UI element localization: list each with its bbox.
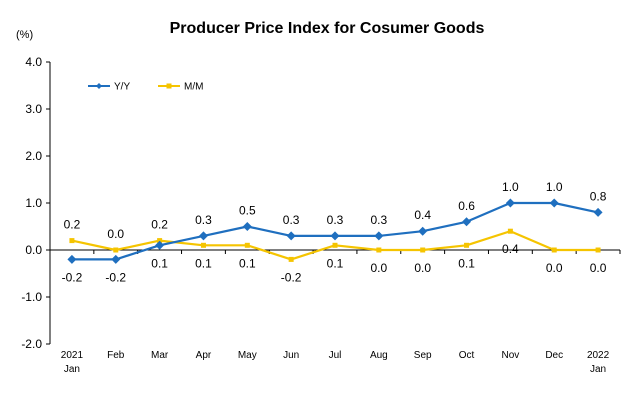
data-point-yy [330,231,340,241]
x-tick-label: Jul [329,350,342,361]
data-label-mm: 0.1 [239,256,256,270]
data-label-yy: -0.2 [105,270,126,284]
data-point-yy [286,231,296,241]
data-label-mm: 0.4 [502,242,519,256]
data-point-mm [376,247,382,253]
data-point-yy [198,231,208,241]
data-point-mm [69,238,75,244]
data-label-yy: 0.5 [239,204,256,218]
data-label-yy: -0.2 [62,270,83,284]
data-label-mm: 0.0 [546,261,563,275]
data-label-yy: 1.0 [546,180,563,194]
data-point-mm [332,242,338,248]
data-point-mm [200,242,206,248]
data-point-mm [507,228,513,234]
data-label-yy: 0.3 [283,213,300,227]
data-label-yy: 0.3 [327,213,344,227]
y-axis-unit-label: (%) [16,29,33,41]
data-point-mm [157,238,163,244]
axes: 4.0 3.0 2.0 1.0 0.0 -1.0 -2.0 2021 Jan Feb Mar Apr M… [21,55,621,375]
data-point-yy [505,198,515,208]
y-tick-label: 2.0 [25,149,42,163]
data-point-mm [595,247,601,253]
data-point-mm [551,247,557,253]
legend-marker [96,83,102,89]
data-point-yy [67,254,77,264]
x-tick-label: Mar [151,350,169,361]
x-tick-sublabel: Jan [590,364,606,375]
data-label-yy: 0.6 [458,199,475,213]
y-tick-label: 1.0 [25,196,42,210]
legend-label: Y/Y [114,82,130,93]
data-point-mm [288,256,294,262]
x-tick-label: Oct [459,350,475,361]
data-point-mm [244,242,250,248]
data-label-mm: 0.0 [414,261,431,275]
data-label-yy: 0.4 [414,208,431,222]
data-label-mm: -0.2 [281,270,302,284]
data-label-mm: 0.1 [458,256,475,270]
data-point-yy [462,217,472,227]
plot-area: -0.2 0.2 -0.2 0.0 0.1 0.2 0.3 0.1 0.5 0.1 0.3 -0.2 0… [62,180,607,284]
data-label-mm: 0.0 [107,227,124,241]
x-tick-label: Feb [107,350,125,361]
x-tick-sublabel: Jan [64,364,80,375]
data-label-yy: 0.1 [151,256,168,270]
x-tick-label: May [238,350,257,361]
y-tick-label: -1.0 [21,290,42,304]
y-tick-label: -2.0 [21,337,42,351]
data-label-mm: 0.0 [371,261,388,275]
data-label-yy: 0.3 [195,213,212,227]
x-tick-label: 2021 [61,350,84,361]
x-tick-label: Dec [545,350,563,361]
x-tick-label: Aug [370,350,388,361]
x-tick-label: Nov [501,350,519,361]
data-label-yy: 0.8 [590,189,607,203]
x-tick-label: Sep [414,350,432,361]
data-label-yy: 0.3 [371,213,388,227]
x-tick-label: 2022 [587,350,610,361]
data-point-mm [420,247,426,253]
data-point-yy [111,254,121,264]
legend-label: M/M [184,82,203,93]
data-label-mm: 0.2 [151,218,168,232]
data-point-yy [593,207,603,217]
y-tick-label: 0.0 [25,243,42,257]
data-label-mm: 0.1 [195,256,212,270]
y-tick-label: 4.0 [25,55,42,69]
data-label-mm: 0.2 [64,218,81,232]
data-point-yy [418,226,428,236]
chart-title: Producer Price Index for Cosumer Goods [170,20,485,37]
data-point-mm [464,242,470,248]
data-label-yy: 1.0 [502,180,519,194]
data-point-yy [549,198,559,208]
data-label-mm: 0.0 [590,261,607,275]
data-point-yy [242,222,252,231]
legend-marker [166,83,172,89]
data-point-yy [155,240,165,250]
x-tick-label: Jun [283,350,299,361]
x-tick-label: Apr [196,350,212,361]
data-label-mm: 0.1 [327,256,344,270]
legend: Y/Y M/M [88,82,203,93]
data-point-mm [113,247,119,253]
y-tick-label: 3.0 [25,102,42,116]
data-point-yy [374,231,384,241]
